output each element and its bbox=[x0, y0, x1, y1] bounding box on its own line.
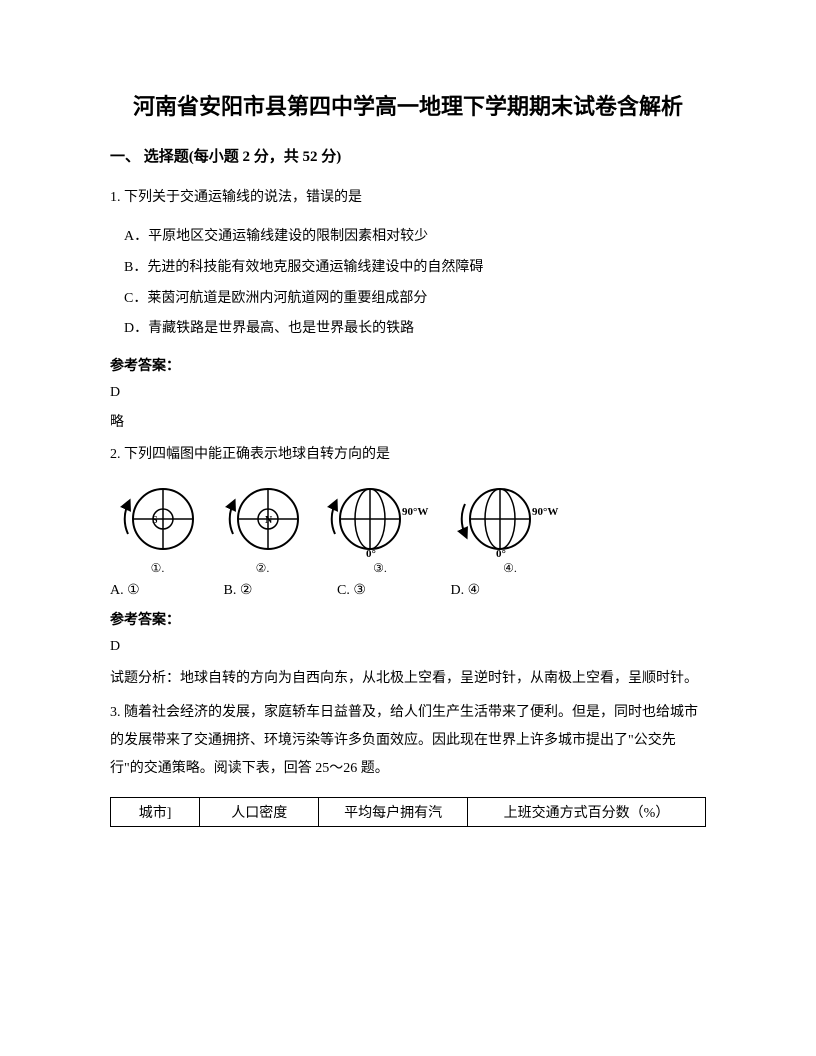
q2-option-d: D. ④ bbox=[451, 582, 561, 599]
section-header: 一、 选择题(每小题 2 分，共 52 分) bbox=[110, 145, 706, 166]
q1-option-a: A．平原地区交通运输线建设的限制因素相对较少 bbox=[110, 222, 706, 253]
q1-option-b: B．先进的科技能有效地克服交通运输线建设中的自然障碍 bbox=[110, 253, 706, 284]
globe-diagram-icon: N bbox=[215, 479, 310, 559]
q3-stem: 3. 随着社会经济的发展，家庭轿车日益普及，给人们生产生活带来了便利。但是，同时… bbox=[110, 699, 706, 783]
table-header: 平均每户拥有汽 bbox=[319, 798, 468, 827]
q2-option-c: C. ③ bbox=[337, 582, 447, 599]
q2-option-a: A. ① bbox=[110, 582, 220, 599]
q1-brief: 略 bbox=[110, 411, 706, 431]
meridian-label: 90°W bbox=[402, 506, 428, 518]
meridian-label: 90°W bbox=[532, 506, 558, 518]
q2-diagrams: S ①. N ②. bbox=[110, 479, 706, 576]
pole-label: S bbox=[152, 515, 158, 526]
q2-answer-label: 参考答案： bbox=[110, 609, 706, 629]
q1-stem: 1. 下列关于交通运输线的说法，错误的是 bbox=[110, 184, 706, 212]
q1-option-d: D．青藏铁路是世界最高、也是世界最长的铁路 bbox=[110, 314, 706, 345]
q1-option-c: C．莱茵河航道是欧洲内河航道网的重要组成部分 bbox=[110, 284, 706, 315]
table-row: 城市] 人口密度 平均每户拥有汽 上班交通方式百分数（%） bbox=[111, 798, 706, 827]
q2-analysis: 试题分析：地球自转的方向为自西向东，从北极上空看，呈逆时针，从南极上空看，呈顺时… bbox=[110, 665, 706, 693]
diagram-label-1: ①. bbox=[151, 561, 165, 576]
diagram-label-4: ④. bbox=[503, 561, 517, 576]
q1-answer-label: 参考答案： bbox=[110, 355, 706, 375]
meridian-label: 0° bbox=[366, 548, 376, 559]
table-header: 人口密度 bbox=[200, 798, 319, 827]
diagram-label-3: ③. bbox=[373, 561, 387, 576]
q2-answer: D bbox=[110, 639, 706, 655]
table-header: 城市] bbox=[111, 798, 200, 827]
meridian-label: 0° bbox=[496, 548, 506, 559]
q3-table: 城市] 人口密度 平均每户拥有汽 上班交通方式百分数（%） bbox=[110, 797, 706, 827]
page-title: 河南省安阳市县第四中学高一地理下学期期末试卷含解析 bbox=[110, 90, 706, 123]
table-header: 上班交通方式百分数（%） bbox=[468, 798, 706, 827]
globe-diagram-icon: 90°W 0° bbox=[450, 479, 570, 559]
globe-diagram-icon: S bbox=[110, 479, 205, 559]
q2-option-b: B. ② bbox=[224, 582, 334, 599]
pole-label: N bbox=[265, 515, 273, 526]
globe-diagram-icon: 90°W 0° bbox=[320, 479, 440, 559]
diagram-label-2: ②. bbox=[256, 561, 270, 576]
q1-answer: D bbox=[110, 385, 706, 401]
q2-options: A. ① B. ② C. ③ D. ④ bbox=[110, 582, 706, 599]
q2-stem: 2. 下列四幅图中能正确表示地球自转方向的是 bbox=[110, 441, 706, 469]
